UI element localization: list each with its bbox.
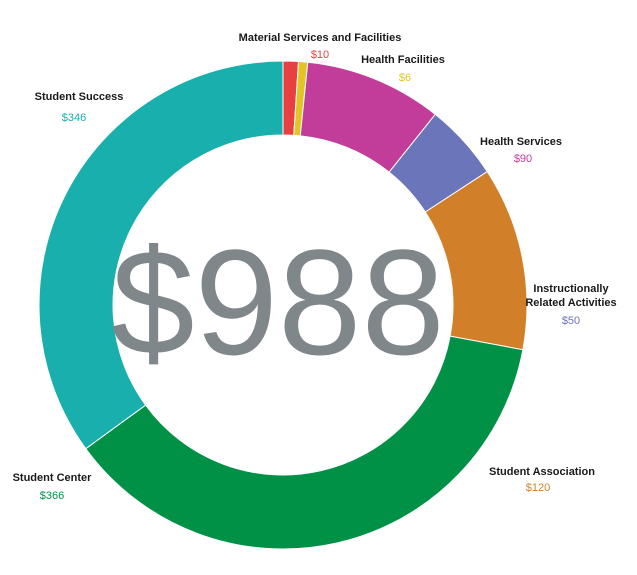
donut-slices <box>38 60 528 550</box>
value-health-facilities: $6 <box>399 72 411 84</box>
value-material-services-and-facilities: $10 <box>311 49 329 61</box>
label-student-success: Student Success <box>35 91 124 103</box>
value-student-center: $366 <box>40 490 64 502</box>
value-instructionally-related-activities: $50 <box>562 315 580 327</box>
value-student-association: $120 <box>526 482 550 494</box>
label-health-services: Health Services <box>480 136 562 148</box>
label-material-services-and-facilities: Material Services and Facilities <box>239 32 402 44</box>
center-total-label: $988 <box>111 218 445 386</box>
value-health-services: $90 <box>514 153 532 165</box>
slice-labels: Material Services and Facilities $10 Healt… <box>13 32 617 502</box>
label-student-center: Student Center <box>13 472 93 484</box>
slice-student-success <box>38 60 284 450</box>
label-health-facilities: Health Facilities <box>361 54 445 66</box>
slice-student-center <box>85 335 524 550</box>
value-student-success: $346 <box>62 112 86 124</box>
label-instructionally-related-activities: Instructionally Related Activities <box>525 283 616 309</box>
label-student-association: Student Association <box>489 466 595 478</box>
